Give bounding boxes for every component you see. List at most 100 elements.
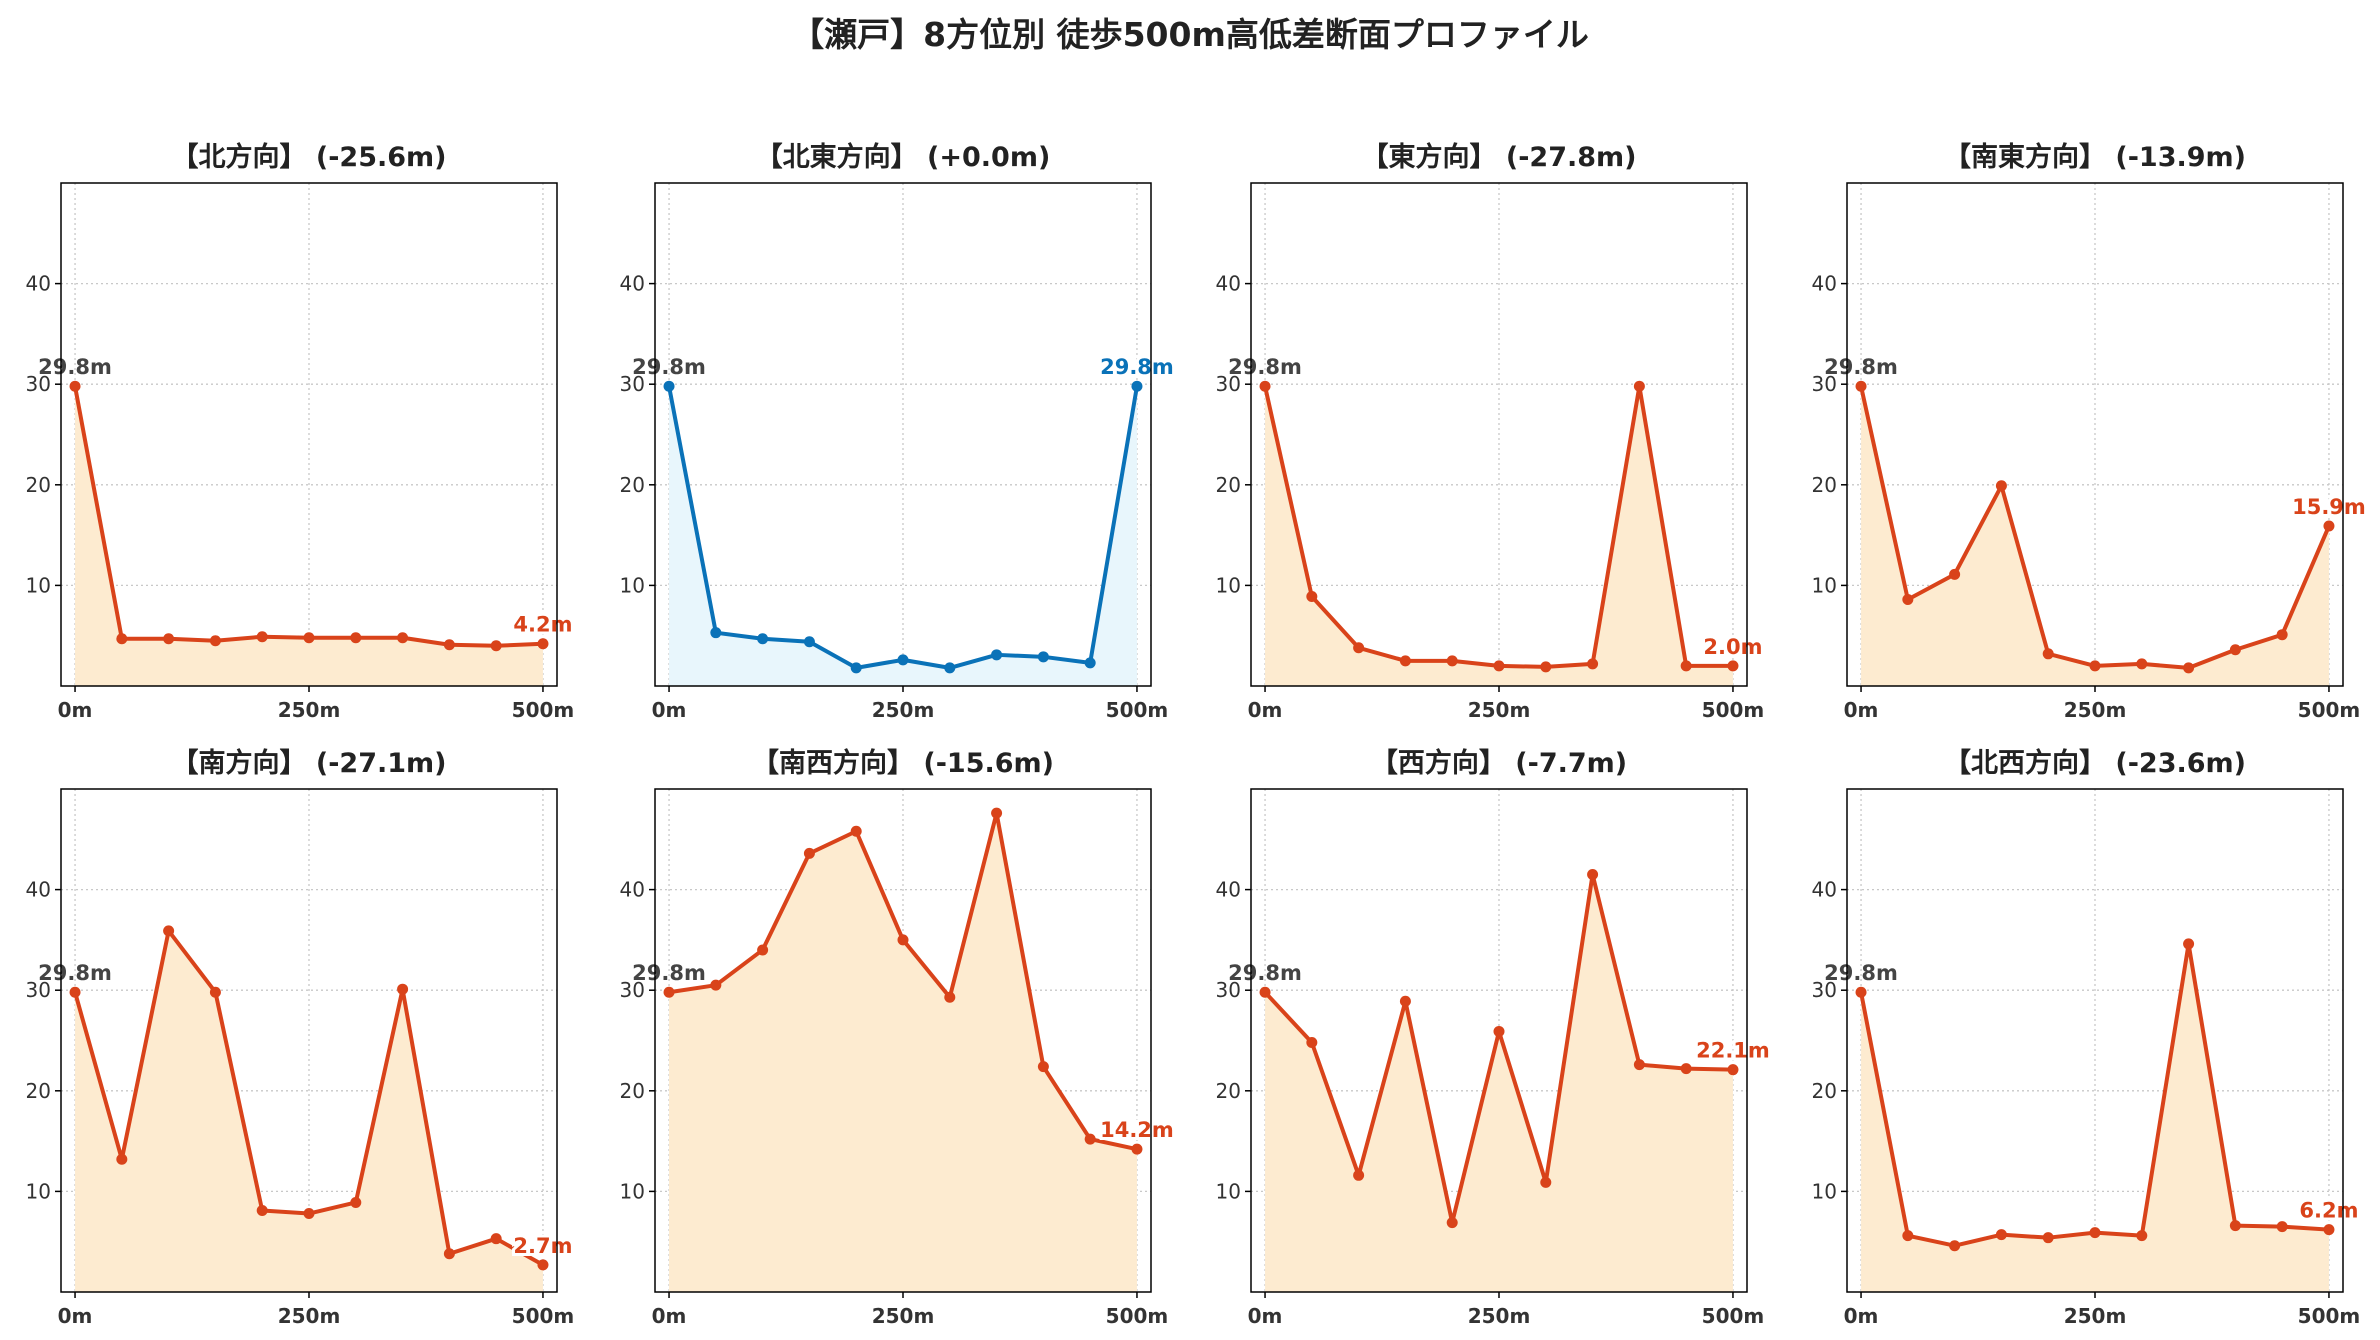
y-tick-label: 30 <box>1216 372 1241 396</box>
data-point <box>1084 1133 1096 1145</box>
data-point <box>2276 629 2288 641</box>
profile-panel-2: 【東方向】 (-27.8m) 29.8m 2.0m 10 20 30 40 0m 250m 500… <box>1216 141 1766 722</box>
panel-title: 【東方向】 (-27.8m) <box>1361 141 1636 173</box>
profile-area <box>669 386 1137 686</box>
data-point <box>1902 1230 1914 1242</box>
y-tick-label: 40 <box>26 272 51 296</box>
data-point <box>443 639 455 651</box>
profile-area <box>75 930 543 1292</box>
y-tick-label: 40 <box>1812 878 1837 902</box>
data-point <box>209 986 221 998</box>
x-tick-label: 500m <box>1106 698 1169 722</box>
x-tick-label: 250m <box>2064 698 2127 722</box>
profile-panel-4: 【南方向】 (-27.1m) 29.8m 2.7m 10 20 30 40 0m 250m 500… <box>26 747 576 1328</box>
x-tick-label: 500m <box>512 1304 575 1328</box>
profile-line <box>73 385 544 648</box>
y-tick-label: 20 <box>1216 1079 1241 1103</box>
data-point <box>1540 661 1552 673</box>
data-point <box>1727 660 1739 672</box>
panel-title: 【西方向】 (-7.7m) <box>1371 747 1627 779</box>
data-point <box>2042 1232 2054 1244</box>
y-tick-label: 40 <box>1216 272 1241 296</box>
data-point <box>2089 660 2101 672</box>
data-point <box>209 635 221 647</box>
data-point <box>397 632 409 644</box>
data-point <box>397 983 409 995</box>
start-elevation-label: 29.8m <box>632 355 706 379</box>
y-tick-label: 10 <box>26 1179 51 1203</box>
data-point <box>1633 1059 1645 1071</box>
y-tick-label: 30 <box>1216 978 1241 1002</box>
data-point <box>2042 648 2054 660</box>
y-tick-label: 10 <box>620 1179 645 1203</box>
data-point <box>1353 1169 1365 1181</box>
data-point <box>1084 657 1096 669</box>
y-tick-label: 30 <box>26 978 51 1002</box>
data-point <box>757 633 769 645</box>
panel-title: 【南東方向】 (-13.9m) <box>1944 141 2246 173</box>
data-point <box>2136 1230 2148 1242</box>
profile-area <box>1265 386 1733 686</box>
data-point <box>163 925 175 937</box>
profile-panel-3: 【南東方向】 (-13.9m) 29.8m 15.9m 10 20 30 40 0m 250m 5… <box>1812 141 2369 722</box>
profile-area <box>75 386 543 686</box>
y-tick-label: 40 <box>1216 878 1241 902</box>
end-elevation-label: 29.8m <box>1100 355 1174 379</box>
x-tick-label: 500m <box>512 698 575 722</box>
data-point <box>803 847 815 859</box>
data-point <box>2229 644 2241 656</box>
x-tick-label: 0m <box>1844 1304 1879 1328</box>
profile-panels: 【北方向】 (-25.6m) 29.8m 4.2m 10 20 30 40 0m 250m 500… <box>26 141 2369 1328</box>
end-elevation-label: 15.9m <box>2292 495 2366 519</box>
data-point <box>850 825 862 837</box>
data-point <box>490 640 502 652</box>
start-elevation-label: 29.8m <box>1228 355 1302 379</box>
profile-area <box>1265 874 1733 1292</box>
data-point <box>350 632 362 644</box>
data-point <box>443 1248 455 1260</box>
y-tick-label: 20 <box>620 473 645 497</box>
profile-panel-1: 【北東方向】 (+0.0m) 29.8m 29.8m 10 20 30 40 0m 250m 50… <box>620 141 1177 722</box>
profile-panel-0: 【北方向】 (-25.6m) 29.8m 4.2m 10 20 30 40 0m 250m 500… <box>26 141 576 722</box>
x-tick-label: 0m <box>1248 1304 1283 1328</box>
y-tick-label: 40 <box>620 272 645 296</box>
panel-title: 【北西方向】 (-23.6m) <box>1944 747 2246 779</box>
x-tick-label: 250m <box>2064 1304 2127 1328</box>
data-point <box>710 627 722 639</box>
end-elevation-label: 14.2m <box>1100 1118 1174 1142</box>
data-point <box>1399 995 1411 1007</box>
data-point <box>350 1196 362 1208</box>
data-point <box>1633 380 1645 392</box>
y-tick-label: 10 <box>26 573 51 597</box>
panel-title: 【南方向】 (-27.1m) <box>171 747 446 779</box>
data-point <box>1399 655 1411 667</box>
data-point <box>1446 1217 1458 1229</box>
y-tick-label: 20 <box>620 1079 645 1103</box>
x-tick-label: 500m <box>2298 698 2361 722</box>
y-tick-label: 20 <box>1812 473 1837 497</box>
data-point <box>1587 658 1599 670</box>
x-tick-label: 250m <box>1468 698 1531 722</box>
data-point <box>2183 662 2195 674</box>
data-point <box>1727 1064 1739 1076</box>
y-tick-label: 40 <box>26 878 51 902</box>
data-point <box>2323 1224 2335 1236</box>
x-tick-label: 500m <box>1106 1304 1169 1328</box>
data-point <box>1037 1061 1049 1073</box>
data-point <box>537 638 549 650</box>
x-tick-label: 0m <box>652 698 687 722</box>
x-tick-label: 250m <box>278 1304 341 1328</box>
y-tick-label: 20 <box>1216 473 1241 497</box>
data-point <box>1493 660 1505 672</box>
data-point <box>303 632 315 644</box>
data-point <box>2183 938 2195 950</box>
y-tick-label: 20 <box>26 1079 51 1103</box>
data-point <box>69 380 81 392</box>
start-elevation-label: 29.8m <box>1824 355 1898 379</box>
data-point <box>991 649 1003 661</box>
data-point <box>256 1205 268 1217</box>
end-elevation-label: 2.7m <box>513 1234 572 1258</box>
data-point <box>163 633 175 645</box>
y-tick-label: 10 <box>1216 573 1241 597</box>
